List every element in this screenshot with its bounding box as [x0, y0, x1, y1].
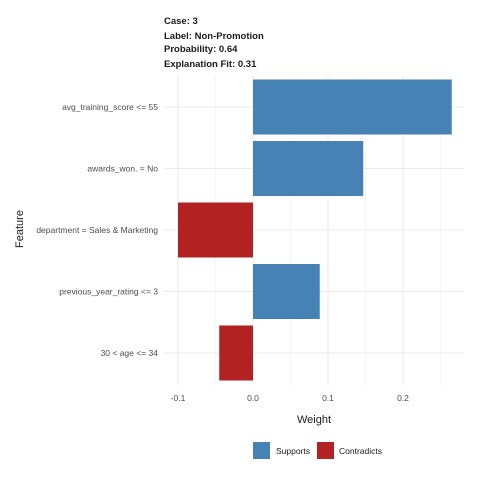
x-tick-label: 0.0	[247, 393, 259, 403]
y-tick-labels: avg_training_score <= 55 awards_won. = No…	[36, 102, 158, 358]
y-tick-label: avg_training_score <= 55	[62, 102, 158, 112]
bar-previous-year-rating-3	[253, 264, 320, 319]
x-tick-label: 0.2	[397, 393, 409, 403]
case-text: Case: 3	[164, 16, 198, 27]
y-tick-label: department = Sales & Marketing	[36, 225, 158, 235]
legend-swatch-contradicts	[317, 442, 334, 459]
legend-swatch-supports	[253, 442, 270, 459]
y-tick-label: 30 < age <= 34	[101, 348, 159, 358]
x-tick-label: 0.1	[322, 393, 334, 403]
chart-header: Case: 3 Label: Non-Promotion Probability…	[164, 16, 264, 70]
bars	[178, 79, 452, 381]
bar-30-age-34	[219, 325, 253, 381]
bar-awards-won-no	[253, 141, 364, 196]
bar-avg-training-score-55	[253, 79, 452, 135]
legend-label-contradicts: Contradicts	[339, 446, 382, 456]
y-tick-label: previous_year_rating <= 3	[59, 287, 158, 297]
legend-label-supports: Supports	[276, 446, 310, 456]
label-text: Label: Non-Promotion	[164, 31, 264, 42]
legend: Supports Contradicts	[253, 442, 382, 459]
y-tick-label: awards_won. = No	[87, 164, 158, 174]
probability-text: Probability: 0.64	[164, 44, 238, 55]
x-tick-labels: -0.1 0.0 0.1 0.2	[171, 393, 410, 403]
explanation-fit-text: Explanation Fit: 0.31	[164, 59, 257, 70]
y-axis-title: Feature	[14, 210, 26, 248]
x-axis-title: Weight	[297, 414, 331, 426]
bar-department-sales-marketing	[178, 202, 253, 258]
x-tick-label: -0.1	[171, 393, 186, 403]
